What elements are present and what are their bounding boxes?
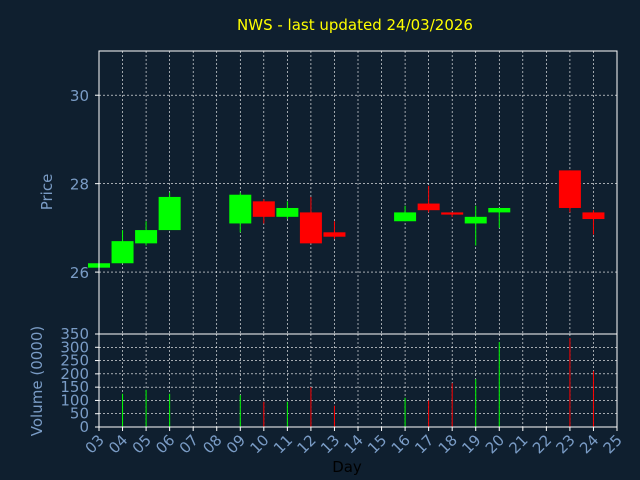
volume-tick-label: 100 — [60, 391, 89, 409]
day-tick-label: 22 — [529, 431, 555, 457]
day-tick-label: 17 — [411, 431, 437, 457]
candle-body — [158, 196, 181, 231]
candle-body — [111, 241, 134, 264]
day-tick-label: 11 — [270, 431, 296, 457]
day-tick-label: 14 — [341, 431, 367, 457]
candle-body — [252, 201, 275, 217]
candle-body — [394, 212, 417, 222]
day-tick-label: 10 — [246, 431, 272, 457]
day-tick-label: 16 — [388, 431, 414, 457]
day-tick-label: 12 — [294, 431, 320, 457]
day-tick-label: 13 — [317, 431, 343, 457]
candle-body — [464, 216, 487, 224]
candle-body — [417, 203, 440, 211]
price-tick-label: 28 — [70, 176, 89, 194]
price-tick-label: 26 — [70, 264, 89, 282]
day-tick-label: 23 — [553, 431, 579, 457]
candle-body — [299, 212, 322, 244]
day-tick-label: 08 — [199, 431, 225, 457]
candle-body — [488, 207, 511, 213]
price-axis-label: Price — [38, 174, 56, 211]
volume-tick-label: 150 — [60, 378, 89, 396]
candle-body — [323, 232, 346, 237]
day-tick-label: 19 — [458, 431, 484, 457]
candle-body — [276, 207, 299, 217]
volume-tick-label: 200 — [60, 365, 89, 383]
day-tick-label: 18 — [435, 431, 461, 457]
volume-panel: 0501001502002503003500304050607080910111… — [60, 325, 625, 457]
candle-body — [135, 230, 158, 244]
day-tick-label: 04 — [105, 431, 131, 457]
day-tick-label: 06 — [152, 431, 178, 457]
volume-axis-label: Volume (0000) — [28, 326, 46, 436]
day-tick-label: 20 — [482, 431, 508, 457]
volume-tick-label: 50 — [70, 405, 89, 423]
volume-tick-label: 250 — [60, 352, 89, 370]
day-tick-label: 15 — [364, 431, 390, 457]
candle-body — [582, 212, 605, 220]
candle-body — [229, 194, 252, 224]
price-tick-label: 30 — [70, 87, 89, 105]
x-axis-label: Day — [332, 458, 362, 476]
volume-tick-label: 350 — [60, 325, 89, 343]
day-tick-label: 21 — [505, 431, 531, 457]
chart-title: NWS - last updated 24/03/2026 — [237, 16, 473, 34]
candle-body — [558, 170, 581, 208]
candle-body — [441, 212, 464, 215]
day-tick-label: 07 — [176, 431, 202, 457]
volume-tick-label: 300 — [60, 338, 89, 356]
day-tick-label: 05 — [129, 431, 155, 457]
volume-tick-label: 0 — [79, 418, 89, 436]
price-panel: 26 28 30 — [70, 50, 618, 335]
day-tick-label: 24 — [576, 431, 602, 457]
day-tick-label: 09 — [223, 431, 249, 457]
day-tick-label: 25 — [600, 431, 626, 457]
